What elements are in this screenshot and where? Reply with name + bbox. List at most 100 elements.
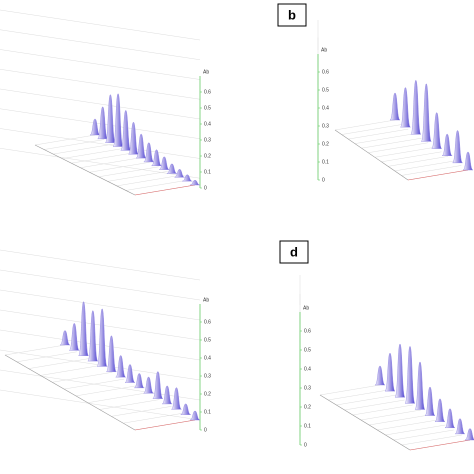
floor-line [388,156,449,167]
wall-line [0,9,201,41]
z-title: Ab [303,305,309,311]
floor-edge [4,354,136,431]
floor-line [40,365,101,376]
peak [389,92,401,121]
peak [462,151,474,171]
floor-line [107,171,168,182]
floor-edge [407,169,469,181]
floor-line [374,147,435,158]
z-tick-label: 0.6 [204,319,211,325]
z-title: Ab [203,69,209,75]
floor-line [401,434,462,446]
z-tick-label: 0 [204,427,207,433]
z-tick-label: 0.1 [204,169,211,175]
floor-line [377,419,438,431]
peak [410,80,422,135]
peak [69,323,80,351]
peak [434,398,446,422]
wall-line [0,289,201,321]
peak [151,149,162,166]
wall-line [0,249,201,281]
z-tick-label: 0.5 [204,337,211,343]
wall-line [0,148,201,179]
floor-line [111,406,172,417]
z-tick-label: 0.1 [304,423,311,429]
peak [78,301,89,356]
peak [161,385,173,405]
peak [87,310,99,362]
z-tick-label: 0.4 [204,121,211,127]
wall-line [0,49,201,80]
peak [171,387,182,410]
floor-edge [134,419,196,431]
peak [143,142,155,163]
peak [112,93,124,147]
z-tick-label: 0 [204,185,207,191]
floor-line [99,399,160,410]
floor-line [71,152,132,164]
z-tick-label: 0.1 [204,409,211,415]
floor-line [348,128,409,140]
floor-edge [409,439,471,451]
peak [124,364,136,383]
floor-line [344,399,405,411]
peak [431,112,442,149]
peak [135,133,147,159]
floor-line [360,409,421,421]
floor-line [401,165,462,176]
floor-edge [34,144,136,196]
floor-line [75,385,136,397]
panel-label-box [277,3,307,27]
z-title: Ab [321,47,327,53]
panel-label-box [279,240,309,264]
floor-line [369,414,430,426]
floor-line [53,143,114,155]
floor-line [394,160,455,172]
floor-edge [334,129,409,181]
z-tick-label: 0.6 [322,69,329,75]
floor-line [98,166,159,178]
peak [400,87,411,128]
peak [180,403,191,415]
panel-label: d [290,244,298,259]
z-tick-label: 0.4 [322,105,329,111]
peak [452,130,463,164]
floor-line [328,389,389,401]
floor-line [44,139,105,150]
peak [97,106,108,140]
z-tick-label: 0.3 [322,123,329,129]
peak [404,346,416,404]
peak [115,355,126,378]
peak [128,122,139,155]
floor-line [334,119,396,131]
floor-edge [319,394,411,451]
floor-line [354,133,415,144]
floor-line [89,162,150,173]
floor-line [116,175,177,187]
peak [120,110,131,151]
floor-line [28,358,89,369]
z-title: Ab [203,297,209,303]
peak [414,361,426,410]
floor-line [4,344,66,356]
peak [143,376,154,394]
z-tick-label: 0.4 [204,355,211,361]
peak [89,118,101,136]
floor-line [34,134,96,146]
floor-line [16,351,77,363]
floor-line [80,157,141,168]
z-tick-label: 0 [322,177,325,183]
floor-line [393,429,454,441]
floor-edge [134,184,196,196]
z-tick-label: 0.6 [204,89,211,95]
z-tick-label: 0.2 [204,153,211,159]
peak [105,94,116,143]
z-tick-label: 0.5 [304,347,311,353]
floor-line [361,137,422,149]
peak [441,133,453,156]
floor-line [87,392,148,403]
peak [134,373,145,389]
z-tick-label: 0.3 [204,373,211,379]
peak [384,352,396,392]
peak [152,371,164,399]
